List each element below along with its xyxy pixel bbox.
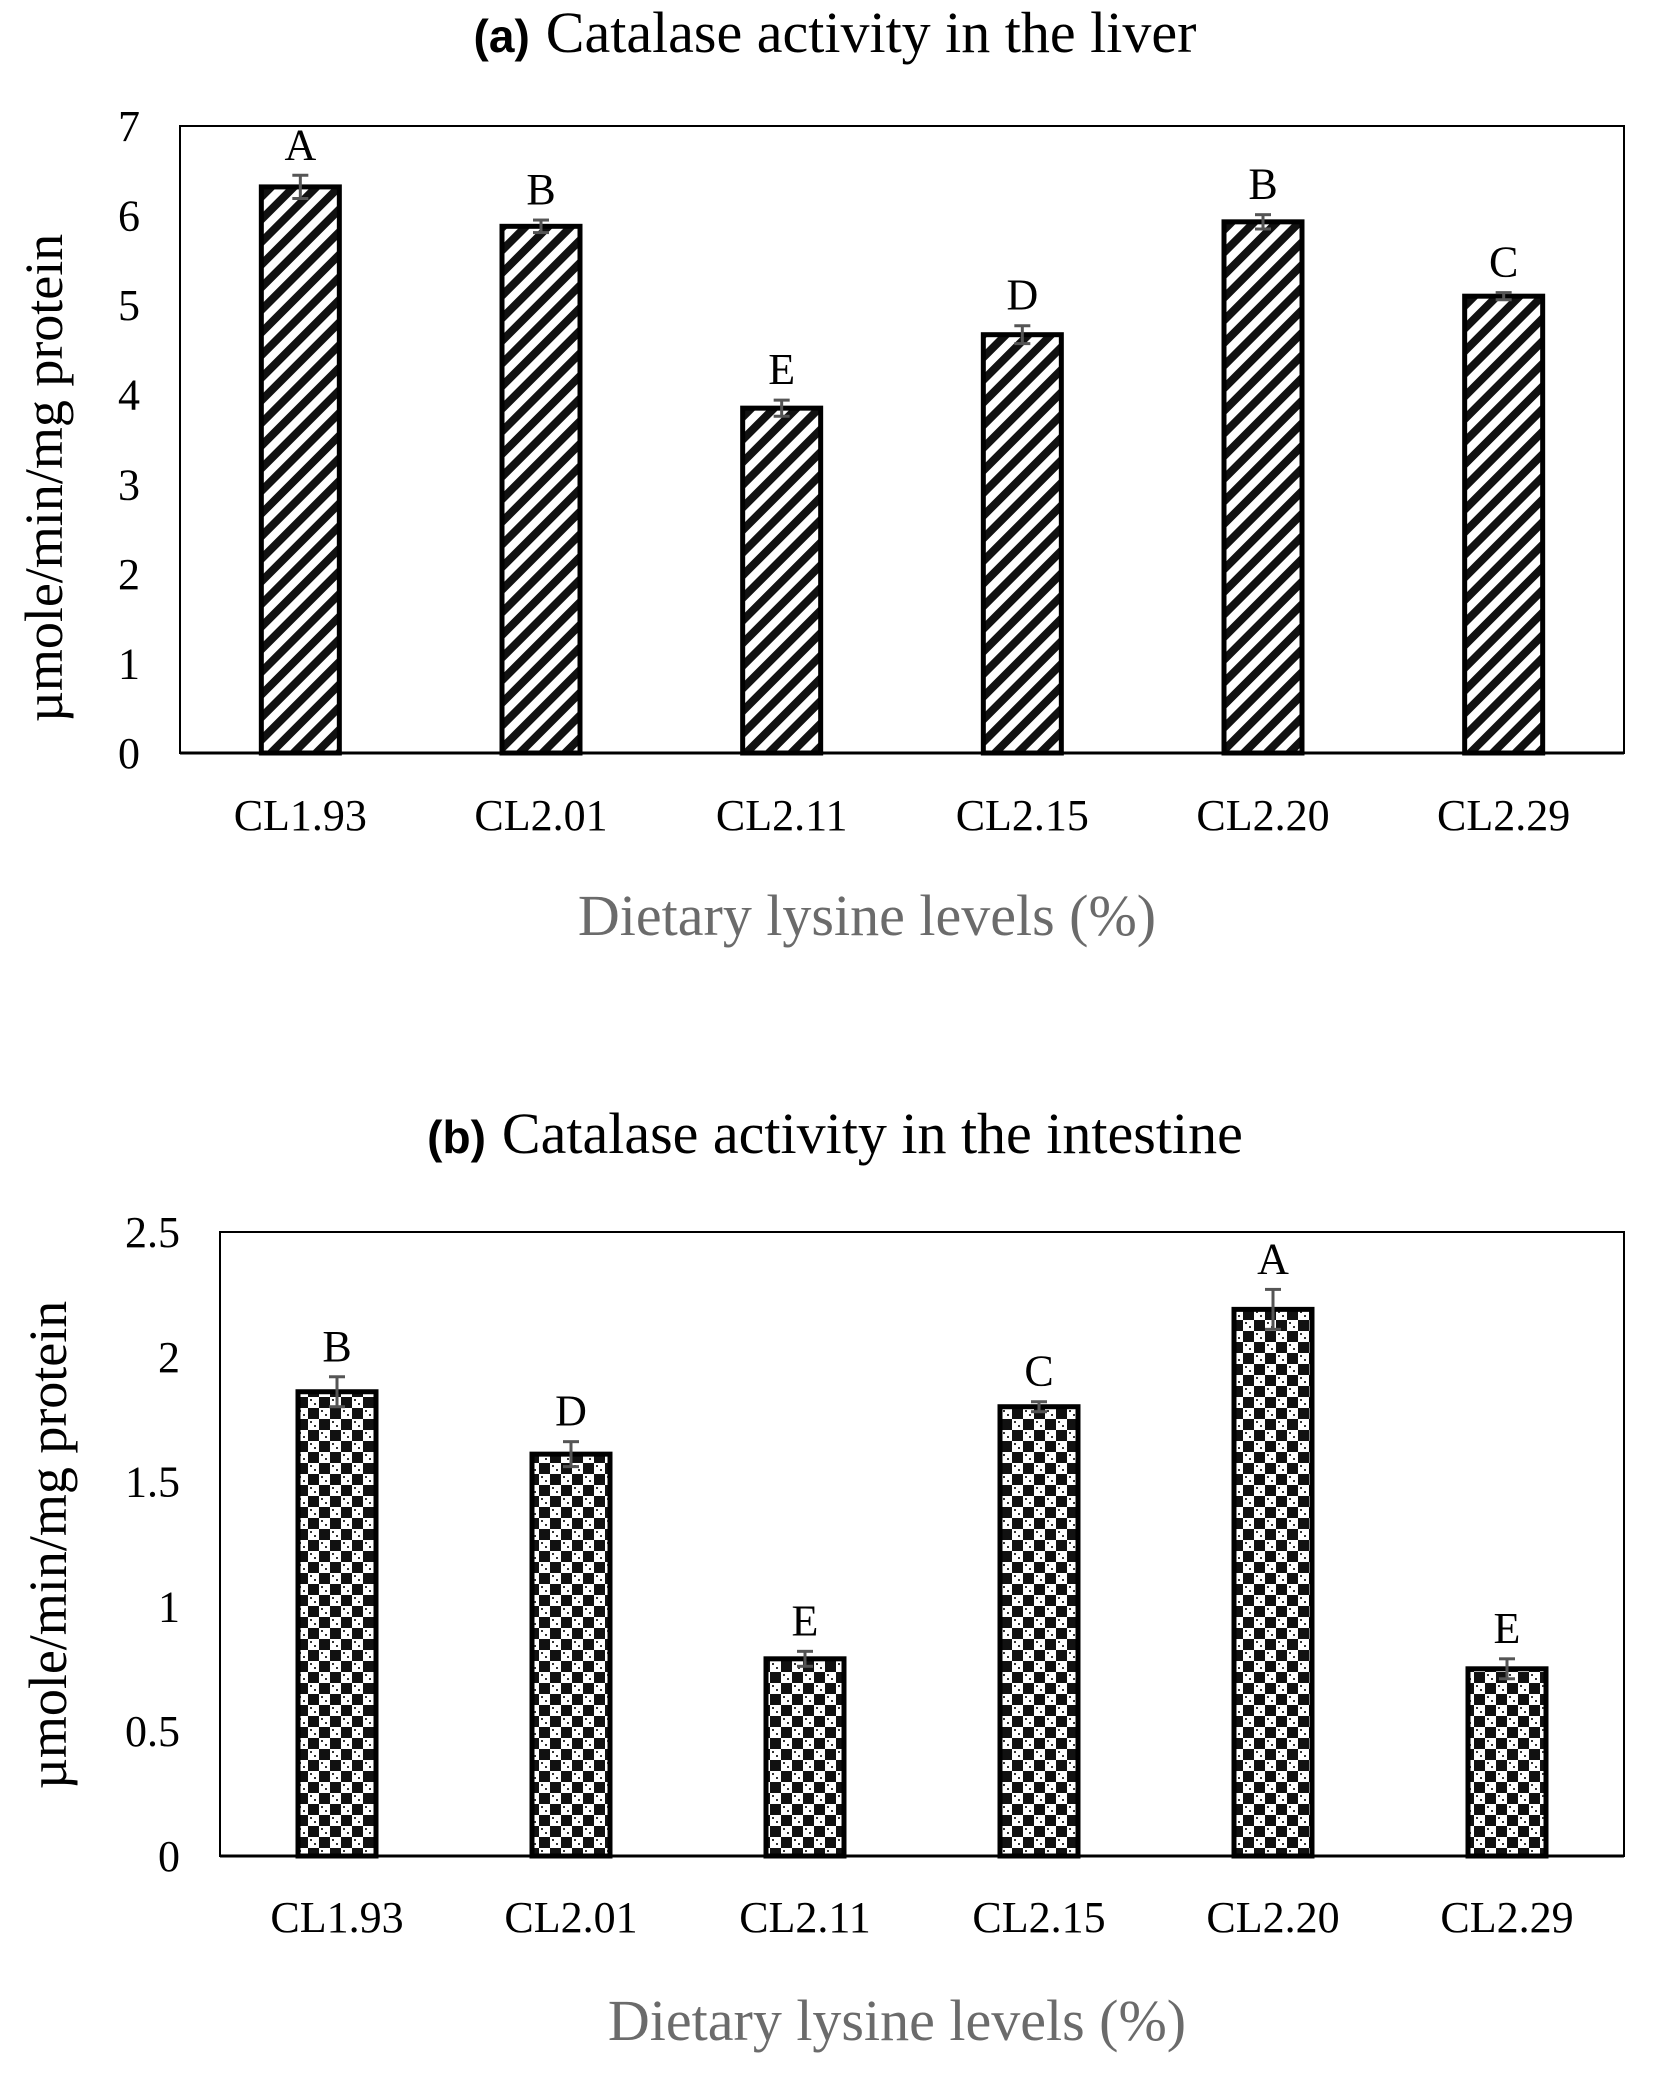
panel-a-y-tick-label: 6 (118, 192, 140, 241)
panel-b-x-axis-title: Dietary lysine levels (%) (608, 1988, 1186, 2053)
panel-a-y-tick-label: 7 (118, 102, 140, 151)
panel-b-category-label-CL2.15: CL2.15 (972, 1893, 1105, 1942)
panel-b-bar-CL2.11 (763, 1656, 847, 1859)
panel-b-significance-label-CL2.20: A (1257, 1234, 1289, 1283)
panel-b-y-tick-label: 0 (158, 1832, 180, 1881)
panel-a-category-label-CL2.01: CL2.01 (474, 791, 607, 840)
panel-a-y-tick-label: 3 (118, 460, 140, 509)
panel-b-significance-label-CL1.93: B (322, 1322, 351, 1371)
panel-b-title-text: Catalase activity in the intestine (502, 1101, 1243, 1166)
panel-b-tag: (b) (427, 1111, 486, 1163)
panel-b-category-label-CL2.20: CL2.20 (1206, 1893, 1339, 1942)
panel-a-title-text: Catalase activity in the liver (546, 0, 1197, 65)
panel-a-y-tick-label: 0 (118, 729, 140, 778)
panel-a-error-bar-CL2.11 (773, 398, 790, 418)
panel-a-bar-CL2.20 (1221, 219, 1305, 756)
panel-a-bar-CL1.93 (258, 184, 342, 756)
panel-a-bar-CL2.11 (740, 405, 824, 756)
panel-b-error-bar-CL2.29 (1499, 1657, 1515, 1681)
panel-a-y-ticks: 0 1 2 3 4 5 6 7 (118, 102, 140, 778)
panel-a-significance-label-CL2.29: C (1489, 238, 1518, 287)
panel-a-category-label-CL2.29: CL2.29 (1437, 791, 1570, 840)
panel-b-category-label-CL1.93: CL1.93 (270, 1893, 403, 1942)
panel-a-bar-CL2.01 (499, 223, 583, 756)
panel-a-bar-CL2.29 (1462, 293, 1546, 756)
panel-b-category-label-CL2.01: CL2.01 (504, 1893, 637, 1942)
panel-a-significance-label-CL2.01: B (526, 165, 555, 214)
panel-b-significance-label-CL2.01: D (555, 1387, 587, 1436)
panel-a-bars: A B E D B C (258, 120, 1546, 756)
panel-a: (a) Catalase activity in the liver 0 1 2 3 4… (14, 0, 1625, 948)
panel-b-bar-CL2.15 (997, 1404, 1081, 1859)
panel-b-bar-CL1.93 (295, 1389, 379, 1859)
panel-a-category-label-CL2.11: CL2.11 (716, 791, 848, 840)
panel-a-category-labels: CL1.93 CL2.01 CL2.11 CL2.15 CL2.20 CL2.29 (234, 791, 1571, 840)
panel-b-y-tick-label: 2 (158, 1333, 180, 1382)
panel-a-category-label-CL1.93: CL1.93 (234, 791, 367, 840)
panel-b-y-tick-label: 1.5 (125, 1458, 180, 1507)
panel-b-bar-CL2.29 (1465, 1666, 1549, 1859)
panel-b-significance-label-CL2.11: E (792, 1596, 819, 1645)
panel-a-error-bar-CL2.01 (533, 218, 549, 235)
panel-a-tag: (a) (474, 10, 530, 62)
panel-b-y-tick-label: 0.5 (125, 1707, 180, 1756)
panel-b-error-bar-CL1.93 (329, 1375, 345, 1409)
panel-b-title: (b) Catalase activity in the intestine (427, 1101, 1243, 1166)
panel-a-significance-label-CL2.15: D (1006, 271, 1038, 320)
panel-b-bars: B D E C A E (295, 1234, 1549, 1859)
panel-b-y-ticks: 0 0.5 1 1.5 2 2.5 (125, 1208, 180, 1881)
panel-b-y-tick-label: 1 (158, 1582, 180, 1631)
panel-b-plot-frame (219, 1231, 1625, 1857)
panel-a-significance-label-CL2.11: E (768, 345, 795, 394)
panel-b-category-label-CL2.11: CL2.11 (739, 1893, 871, 1942)
panel-a-error-bar-CL2.15 (1014, 324, 1031, 346)
panel-a-error-bar-CL2.29 (1495, 291, 1512, 302)
panel-b-category-label-CL2.29: CL2.29 (1440, 1893, 1573, 1942)
panel-a-plot-frame (179, 125, 1625, 754)
panel-a-title: (a) Catalase activity in the liver (474, 0, 1197, 65)
panel-a-bar-CL2.15 (980, 332, 1064, 756)
panel-b-significance-label-CL2.15: C (1024, 1347, 1053, 1396)
panel-a-y-axis-title: µmole/min/mg protein (14, 234, 74, 723)
panel-b-error-bar-CL2.20 (1265, 1287, 1281, 1331)
panel-a-y-tick-label: 4 (118, 371, 140, 420)
panel-a-y-tick-label: 1 (118, 639, 140, 688)
panel-b: (b) Catalase activity in the intestine 0… (18, 1101, 1625, 2053)
panel-b-error-bar-CL2.11 (797, 1649, 813, 1668)
panel-b-bar-CL2.01 (529, 1451, 613, 1859)
panel-a-significance-label-CL1.93: A (284, 120, 316, 169)
panel-a-y-tick-label: 5 (118, 281, 140, 330)
panel-b-y-tick-label: 2.5 (125, 1208, 180, 1257)
panel-b-category-labels: CL1.93 CL2.01 CL2.11 CL2.15 CL2.20 CL2.29 (270, 1893, 1573, 1942)
panel-a-error-bar-CL2.20 (1255, 213, 1271, 231)
panel-b-y-axis-title: µmole/min/mg protein (18, 1301, 78, 1790)
panel-a-category-label-CL2.15: CL2.15 (956, 791, 1089, 840)
panel-b-significance-label-CL2.29: E (1494, 1604, 1521, 1653)
panel-b-bar-CL2.20 (1231, 1306, 1315, 1859)
panel-a-significance-label-CL2.20: B (1248, 160, 1277, 209)
panel-a-category-label-CL2.20: CL2.20 (1196, 791, 1329, 840)
panel-b-error-bar-CL2.01 (563, 1440, 579, 1469)
panel-a-y-tick-label: 2 (118, 550, 140, 599)
panel-a-error-bar-CL1.93 (292, 173, 309, 201)
panel-a-x-axis-title: Dietary lysine levels (%) (578, 883, 1156, 948)
panel-b-error-bar-CL2.15 (1031, 1400, 1047, 1414)
